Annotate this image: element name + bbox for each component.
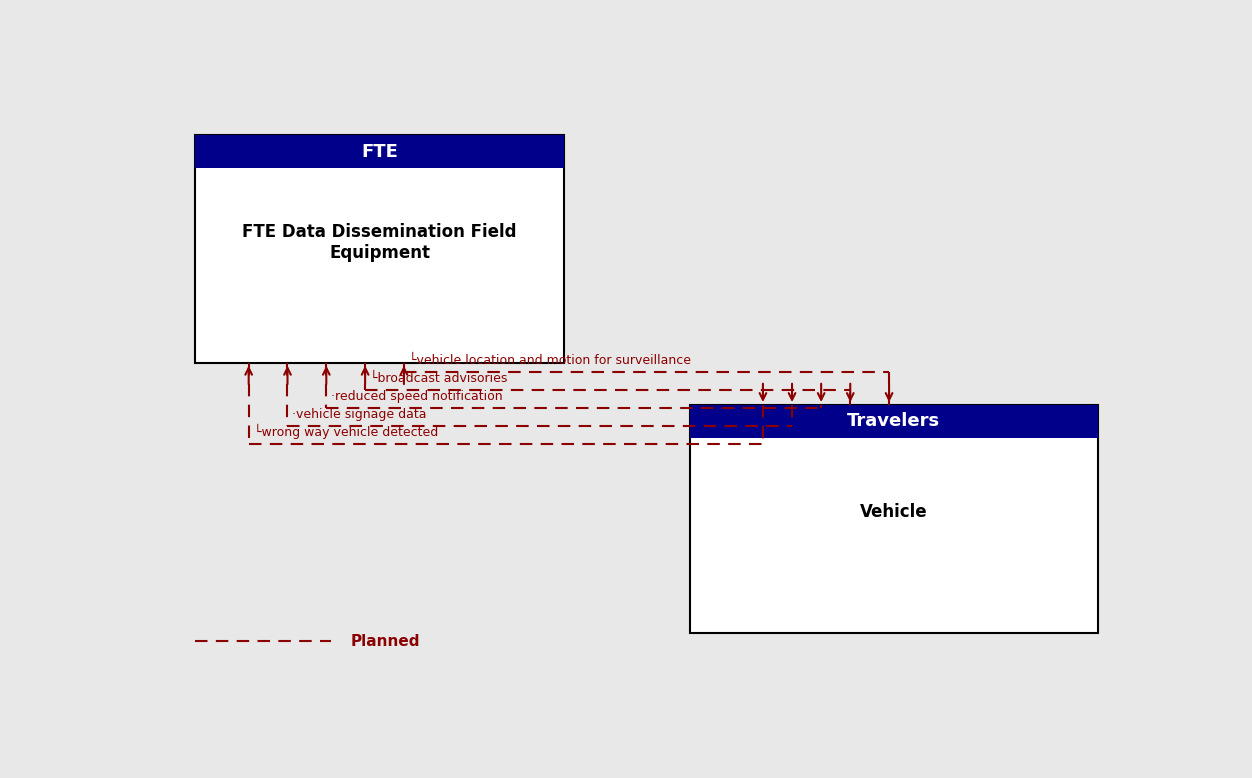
Text: FTE: FTE [362,143,398,161]
Text: Vehicle: Vehicle [860,503,928,520]
Bar [690,405,1098,633]
Text: Planned: Planned [351,634,421,649]
Text: └broadcast advisories: └broadcast advisories [371,372,507,385]
Text: ·vehicle signage data: ·vehicle signage data [292,408,427,421]
Bar [195,135,563,363]
Text: ·reduced speed notification: ·reduced speed notification [331,390,503,403]
Text: FTE Data Dissemination Field
Equipment: FTE Data Dissemination Field Equipment [243,223,517,261]
Bar [690,405,1098,438]
Text: └vehicle location and motion for surveillance: └vehicle location and motion for surveil… [408,354,691,367]
Text: └wrong way vehicle detected: └wrong way vehicle detected [253,424,438,439]
Bar [195,135,563,168]
Text: Travelers: Travelers [848,412,940,430]
